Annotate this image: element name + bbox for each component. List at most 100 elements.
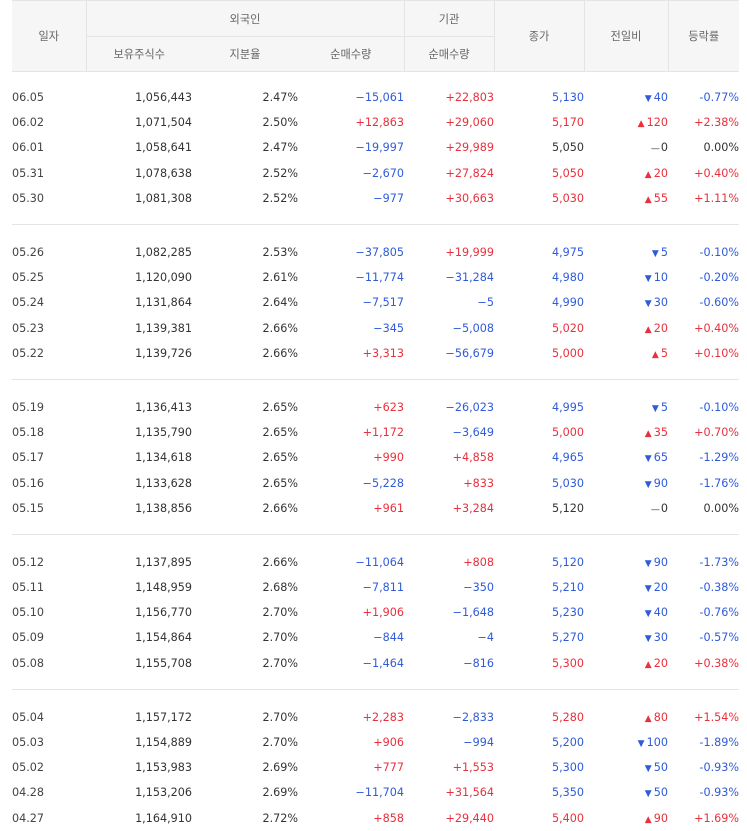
rate-cell: -1.29%	[699, 451, 739, 465]
share-cell: 2.68%	[262, 581, 298, 595]
close-cell: 5,210	[551, 581, 584, 595]
down-triangle-icon: ▼	[644, 764, 652, 775]
foreign-net-cell: −7,811	[362, 581, 404, 595]
change-cell: —0	[584, 496, 668, 521]
change-cell: ▲ 20	[584, 651, 668, 676]
foreign-net-cell: −11,064	[355, 555, 404, 569]
close-cell: 5,000	[551, 426, 584, 440]
table-row: 04.27 1,164,910 2.72% +858 +29,440 5,400 ▲ 90 +1…	[12, 806, 739, 831]
date-cell: 05.22	[12, 346, 45, 360]
foreign-net-cell: +990	[373, 451, 404, 465]
table-row: 05.16 1,133,628 2.65% −5,228 +833 5,030 ▼ 90 -1.…	[12, 470, 739, 495]
foreign-net-cell: −19,997	[355, 141, 404, 155]
holdings-cell: 1,148,959	[135, 581, 192, 595]
close-cell: 5,300	[551, 656, 584, 670]
inst-net-cell: +29,440	[445, 811, 494, 825]
header-holdings: 보유주식수	[85, 36, 192, 72]
header-close: 종가	[493, 0, 584, 72]
close-cell: 5,170	[551, 116, 584, 130]
foreign-net-cell: −7,517	[362, 296, 404, 310]
share-cell: 2.66%	[262, 501, 298, 515]
inst-net-cell: −3,649	[452, 426, 494, 440]
up-triangle-icon: ▲	[644, 814, 652, 825]
change-value: 65	[653, 451, 668, 465]
close-cell: 5,400	[551, 811, 584, 825]
change-cell: ▼ 90	[584, 550, 668, 575]
inst-net-cell: +1,553	[452, 761, 494, 775]
table-row: 05.11 1,148,959 2.68% −7,811 −350 5,210 ▼ 20 -0.…	[12, 575, 739, 600]
change-cell: ▼ 30	[584, 625, 668, 650]
change-value: 30	[653, 631, 668, 645]
rate-cell: +0.40%	[694, 321, 739, 335]
foreign-net-cell: −37,805	[355, 246, 404, 260]
rate-cell: -0.10%	[699, 400, 739, 414]
close-cell: 5,050	[551, 141, 584, 155]
date-cell: 05.10	[12, 606, 45, 620]
close-cell: 5,350	[551, 786, 584, 800]
inst-net-cell: −56,679	[445, 346, 494, 360]
date-cell: 04.28	[12, 786, 45, 800]
close-cell: 4,990	[551, 296, 584, 310]
down-triangle-icon: ▼	[644, 558, 652, 569]
foreign-net-cell: +961	[373, 501, 404, 515]
change-value: 100	[646, 736, 668, 750]
foreign-net-cell: +906	[373, 736, 404, 750]
inst-net-cell: +29,060	[445, 116, 494, 130]
table-row: 06.02 1,071,504 2.50% +12,863 +29,060 5,170 ▲ 1…	[12, 110, 739, 135]
share-cell: 2.65%	[262, 476, 298, 490]
change-value: 0	[660, 501, 668, 515]
holdings-cell: 1,153,983	[135, 761, 192, 775]
date-cell: 05.18	[12, 426, 45, 440]
foreign-net-cell: +858	[373, 811, 404, 825]
down-triangle-icon: ▼	[644, 634, 652, 645]
rate-cell: +1.54%	[694, 710, 739, 724]
inst-net-cell: +808	[463, 555, 494, 569]
holdings-cell: 1,133,628	[135, 476, 192, 490]
change-cell: ▼ 40	[584, 85, 668, 110]
foreign-net-cell: +777	[373, 761, 404, 775]
inst-net-cell: +19,999	[445, 246, 494, 260]
foreign-net-cell: −11,774	[355, 271, 404, 285]
close-cell: 5,300	[551, 761, 584, 775]
table-row: 05.25 1,120,090 2.61% −11,774 −31,284 4,980 ▼ 1…	[12, 265, 739, 290]
up-triangle-icon: ▲	[637, 119, 645, 130]
date-cell: 05.25	[12, 271, 45, 285]
foreign-net-cell: −2,670	[362, 166, 404, 180]
change-value: 20	[653, 321, 668, 335]
inst-net-cell: +27,824	[445, 166, 494, 180]
down-triangle-icon: ▼	[644, 454, 652, 465]
table-row: 05.04 1,157,172 2.70% +2,283 −2,833 5,280 ▲ 80 +…	[12, 705, 739, 730]
close-cell: 5,120	[551, 555, 584, 569]
share-cell: 2.66%	[262, 346, 298, 360]
up-triangle-icon: ▲	[644, 169, 652, 180]
inst-net-cell: +22,803	[445, 91, 494, 105]
change-cell: ▼ 30	[584, 290, 668, 315]
table-row: 05.22 1,139,726 2.66% +3,313 −56,679 5,000 ▲ 5 +…	[12, 341, 739, 366]
holdings-cell: 1,078,638	[135, 166, 192, 180]
share-cell: 2.52%	[262, 166, 298, 180]
date-cell: 05.31	[12, 166, 45, 180]
date-cell: 06.01	[12, 141, 45, 155]
up-triangle-icon: ▲	[644, 713, 652, 724]
change-value: 40	[653, 91, 668, 105]
share-cell: 2.72%	[262, 811, 298, 825]
header-share: 지분율	[192, 36, 298, 72]
inst-net-cell: +31,564	[445, 786, 494, 800]
change-cell: ▲ 20	[584, 316, 668, 341]
close-cell: 5,270	[551, 631, 584, 645]
table-row: 05.19 1,136,413 2.65% +623 −26,023 4,995 ▼ 5 -0.…	[12, 395, 739, 420]
holdings-cell: 1,154,864	[135, 631, 192, 645]
rate-cell: +1.11%	[694, 191, 739, 205]
up-triangle-icon: ▲	[644, 194, 652, 205]
holdings-cell: 1,164,910	[135, 811, 192, 825]
inst-net-cell: +833	[463, 476, 494, 490]
share-cell: 2.65%	[262, 426, 298, 440]
date-cell: 05.12	[12, 555, 45, 569]
inst-net-cell: −816	[463, 656, 494, 670]
table-row: 05.23 1,139,381 2.66% −345 −5,008 5,020 ▲ 20 +0.…	[12, 316, 739, 341]
up-triangle-icon: ▲	[651, 349, 659, 360]
inst-net-cell: −4	[477, 631, 495, 645]
rate-cell: 0.00%	[703, 501, 739, 515]
table-row: 05.08 1,155,708 2.70% −1,464 −816 5,300 ▲ 20 +0.…	[12, 651, 739, 676]
change-value: 50	[653, 761, 668, 775]
